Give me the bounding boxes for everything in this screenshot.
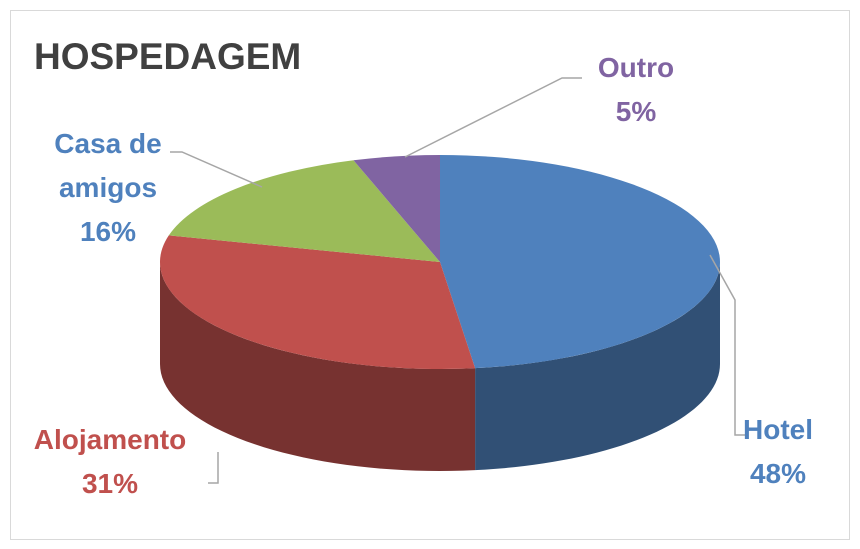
- value-label: 16%: [79, 216, 137, 247]
- slice-side: [160, 262, 476, 471]
- category-label: Alojamento: [33, 424, 187, 455]
- category-label: Outro: [597, 52, 675, 83]
- slice-side: [475, 262, 720, 471]
- data-label: Hotel 48%: [703, 408, 853, 496]
- value-label: 48%: [749, 458, 807, 489]
- leader-lines: [170, 77, 745, 484]
- chart-title: HOSPEDAGEM: [34, 36, 302, 77]
- category-label: Hotel: [743, 414, 813, 445]
- value-label: 5%: [615, 96, 657, 127]
- leader-line: [404, 77, 582, 158]
- slice: [353, 155, 440, 262]
- leader-line: [709, 254, 745, 436]
- value-label: 31%: [81, 468, 139, 499]
- data-label: Outro 5%: [576, 46, 696, 134]
- slice: [159, 235, 476, 369]
- slice: [440, 155, 721, 369]
- leader-line: [208, 452, 219, 484]
- leader-line: [170, 151, 263, 188]
- slice: [168, 160, 440, 262]
- category-label: Casa de amigos: [54, 128, 162, 203]
- pie: [159, 155, 721, 471]
- data-label: Alojamento 31%: [0, 418, 220, 506]
- data-label: Casa de amigos 16%: [33, 122, 183, 254]
